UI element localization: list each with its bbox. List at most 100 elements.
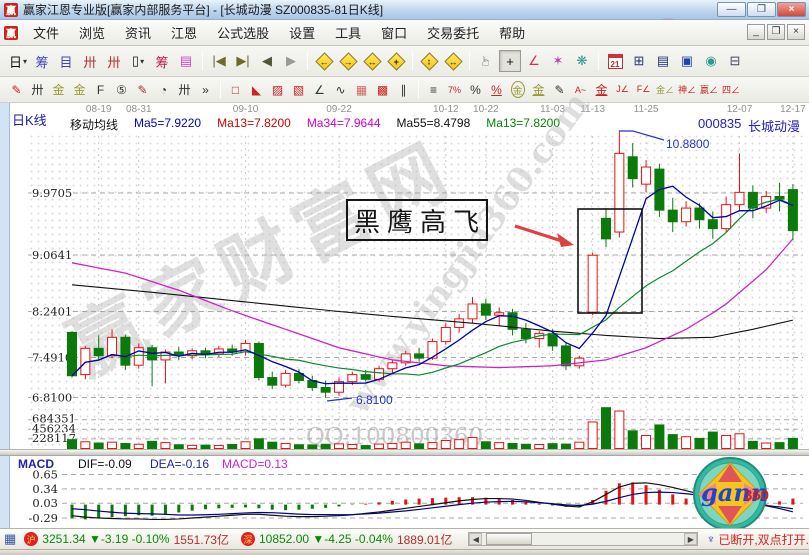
index-badge-sh: 沪 xyxy=(24,532,39,546)
menu-item-5[interactable]: 设置 xyxy=(289,26,316,41)
page-back-button[interactable]: ◀ xyxy=(256,50,278,72)
sheet-icon[interactable]: ▦ xyxy=(4,531,17,546)
grid-tool-button[interactable]: ▦ xyxy=(352,80,371,99)
line-tool-button[interactable]: ∠ xyxy=(523,50,545,72)
page-forward-button[interactable]: ▶ xyxy=(280,50,302,72)
date-tick-08-19: 08-19 xyxy=(85,104,112,115)
angle-f-button[interactable]: F∠ xyxy=(634,80,653,99)
window-minimize-button[interactable]: — xyxy=(717,2,746,17)
percent-line-button[interactable]: % xyxy=(487,80,506,99)
chip-distribution-button[interactable]: 筹 xyxy=(151,50,173,72)
angle-shen-icon: 神∠ xyxy=(678,85,697,95)
menu-item-3[interactable]: 江恩 xyxy=(171,26,198,41)
save-tool-button[interactable]: ▣ xyxy=(676,50,698,72)
pattern-tool-button[interactable]: ❋ xyxy=(571,50,593,72)
scroll-left-arrow[interactable]: ◀ xyxy=(469,533,483,545)
golden-underline-button[interactable]: 金 xyxy=(592,80,611,99)
chart-small-3-button[interactable]: 卅 xyxy=(79,50,101,72)
scroll-right-arrow[interactable]: ▶ xyxy=(684,533,698,545)
angle-shen-button[interactable]: 神∠ xyxy=(677,80,697,99)
angle-gold-button[interactable]: 金∠ xyxy=(655,80,675,99)
menu-item-9[interactable]: 帮助 xyxy=(499,26,526,41)
spiral-grid-icon: ⑤ xyxy=(116,82,127,97)
calendar-tool-button[interactable]: 21 xyxy=(604,50,626,72)
cycle-grid-button[interactable]: 卅 xyxy=(28,80,47,99)
pen-bars-button[interactable]: ✎ xyxy=(550,80,569,99)
ma-legend-title: 移动均线 xyxy=(70,118,119,132)
pane-splitter[interactable] xyxy=(0,449,809,456)
angle-j-button[interactable]: J∠ xyxy=(613,80,632,99)
angle-lines-button[interactable]: ∠ xyxy=(310,80,329,99)
bars-grid-button[interactable]: 卅 xyxy=(175,80,194,99)
pane-label-daily-kline[interactable]: 日K线 xyxy=(12,113,47,128)
menu-item-4[interactable]: 公式选股 xyxy=(217,26,270,41)
date-tick-12-17: 12-17 xyxy=(780,104,806,115)
chip-overlay-icon: 筹 xyxy=(35,54,49,70)
mdi-minimize-button[interactable]: _ xyxy=(747,24,765,40)
fan-box-dense-button[interactable]: ▧ xyxy=(289,80,308,99)
menu-item-6[interactable]: 工具 xyxy=(335,26,362,41)
gann-tool-button[interactable]: ✶ xyxy=(547,50,569,72)
parallel-lines-button[interactable]: ∥ xyxy=(394,80,413,99)
parallel-lines-icon: ∥ xyxy=(400,82,407,97)
time-cycle-button[interactable]: ◔ xyxy=(154,80,173,99)
candle-style-button[interactable]: ▯ ▾ xyxy=(127,50,149,72)
pen-grid-button[interactable]: ✎ xyxy=(133,80,152,99)
grid-dense-icon: ▩ xyxy=(376,82,389,97)
print-tool-button[interactable]: ⊟ xyxy=(724,50,746,72)
refresh-tool-button[interactable]: ◉ xyxy=(700,50,722,72)
grid-dense-button[interactable]: ▩ xyxy=(373,80,392,99)
mdi-restore-button[interactable]: ❐ xyxy=(767,24,785,40)
golden-grid-time-button[interactable]: 金 xyxy=(70,80,89,99)
info-panel-button[interactable]: 目 xyxy=(55,50,77,72)
mdi-close-button[interactable]: × xyxy=(787,24,805,40)
window-close-button[interactable]: × xyxy=(777,2,806,17)
golden-line-button[interactable]: 金 xyxy=(529,80,548,99)
window-maximize-button[interactable]: ❐ xyxy=(747,2,776,17)
menu-item-0[interactable]: 文件 xyxy=(33,26,60,41)
price-bars-button[interactable]: ≡ xyxy=(424,80,443,99)
angle-si-button[interactable]: 四∠ xyxy=(721,80,741,99)
pattern-annotation-box[interactable]: 黑鹰高飞 xyxy=(346,199,488,241)
fan-box-button[interactable]: ▨ xyxy=(268,80,287,99)
kline-period-button[interactable]: 日 ▾ xyxy=(7,50,29,72)
volume-profile-button[interactable]: ▤ xyxy=(175,50,197,72)
notes-tool-button[interactable]: ▤ xyxy=(652,50,674,72)
golden-grid-price-button[interactable]: 金 xyxy=(49,80,68,99)
more-tools-button[interactable]: » xyxy=(196,80,215,99)
goto-first-button[interactable]: |◀ xyxy=(208,50,230,72)
angle-ying-icon: 嬴∠ xyxy=(700,85,719,95)
svg-text:9.0641: 9.0641 xyxy=(32,248,72,262)
menu-item-2[interactable]: 资讯 xyxy=(125,26,152,41)
menu-item-1[interactable]: 浏览 xyxy=(79,26,106,41)
macd-pane-label[interactable]: MACD xyxy=(18,457,54,471)
connection-status[interactable]: 已断开,双点打开. xyxy=(718,532,809,547)
crosshair-tool-icon: + xyxy=(506,53,514,69)
calculator-tool-button[interactable]: ⊞ xyxy=(628,50,650,72)
wave-abc-button[interactable]: A~ xyxy=(571,80,590,99)
percent-tool-button[interactable]: % xyxy=(466,80,485,99)
info-panel-icon: 目 xyxy=(59,54,73,70)
spiral-grid-button[interactable]: ⑤ xyxy=(112,80,131,99)
crosshair-tool-button[interactable]: + xyxy=(499,50,521,72)
golden-circle-button[interactable]: 金 xyxy=(508,80,527,99)
menu-item-8[interactable]: 交易委托 xyxy=(427,26,480,41)
angle-ying-button[interactable]: 嬴∠ xyxy=(699,80,719,99)
fan-lines-button[interactable]: ◣ xyxy=(247,80,266,99)
percent-retrace-button[interactable]: 7% xyxy=(445,80,464,99)
chip-overlay-button[interactable]: 筹 xyxy=(31,50,53,72)
cycle-grid-icon: 卅 xyxy=(31,83,44,97)
wave-abc-icon: A~ xyxy=(574,84,587,95)
pen-tool-button[interactable]: ✎ xyxy=(7,80,26,99)
index-amount: 1889.01亿 xyxy=(396,532,453,547)
svg-text:0.34: 0.34 xyxy=(32,482,58,496)
box-tool-button[interactable]: □ xyxy=(226,80,245,99)
menu-item-7[interactable]: 窗口 xyxy=(381,26,408,41)
horizontal-scrollbar[interactable]: ◀ ▶ xyxy=(468,532,699,546)
scrollbar-thumb[interactable] xyxy=(486,533,533,545)
chart-small-9-button[interactable]: 卅 xyxy=(103,50,125,72)
wave-tool-button[interactable]: ∿ xyxy=(331,80,350,99)
ma-legend-item-2: Ma34=7.9644 xyxy=(306,116,381,130)
goto-last-button[interactable]: ▶| xyxy=(232,50,254,72)
fib-grid-button[interactable]: F xyxy=(91,80,110,99)
